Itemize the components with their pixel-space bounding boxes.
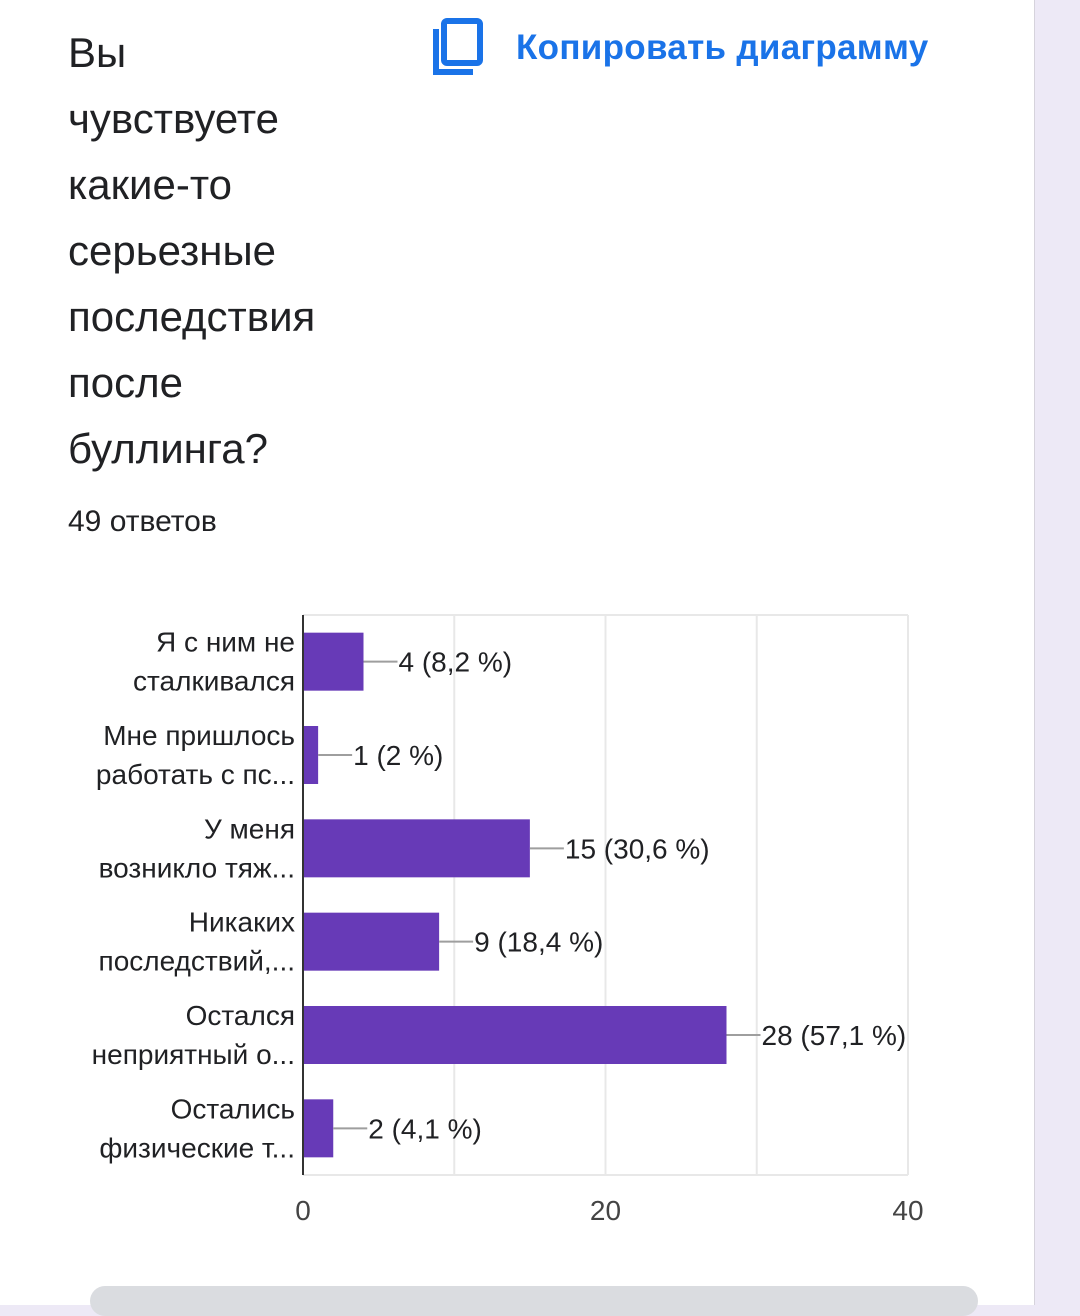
bar (303, 1006, 727, 1064)
copy-chart-button[interactable]: Копировать диаграмму (430, 18, 928, 78)
bar (303, 632, 364, 691)
category-label: Остались (171, 1093, 295, 1124)
category-label: работать с пс... (96, 759, 295, 790)
bar-chart: 4 (8,2 %) Я с ним не сталкивался 1 (2 %) Мне… (92, 614, 924, 1226)
category-label: Никаких (189, 907, 295, 938)
bar (303, 912, 440, 971)
category-label: Остался (186, 1000, 295, 1031)
x-tick-label: 20 (590, 1195, 621, 1226)
category-label: У меня (204, 813, 295, 844)
category-label: сталкивался (133, 666, 295, 697)
question-title: Вы чувствуете какие-то серьезные последс… (68, 29, 316, 472)
bar (303, 1099, 334, 1158)
response-count: 49 ответов (68, 505, 217, 538)
category-label: неприятный о... (92, 1039, 295, 1070)
data-label: 9 (18,4 %) (474, 927, 603, 958)
category-label: Я с ним не (156, 627, 295, 658)
category-label: последствий,... (99, 946, 295, 977)
x-tick-label: 0 (295, 1195, 311, 1226)
bar (303, 726, 319, 784)
data-label: 2 (4,1 %) (368, 1113, 482, 1144)
data-label: 15 (30,6 %) (565, 833, 710, 864)
x-tick-label: 40 (892, 1195, 923, 1226)
copy-icon (433, 18, 483, 75)
copy-chart-label: Копировать диаграмму (516, 28, 929, 67)
category-label: возникло тяж... (99, 852, 295, 883)
data-label: 4 (8,2 %) (399, 647, 513, 678)
horizontal-scrollbar[interactable] (90, 1286, 978, 1316)
data-label: 1 (2 %) (353, 740, 443, 771)
data-label: 28 (57,1 %) (762, 1020, 907, 1051)
chart-card: Вы чувствуете какие-то серьезные последс… (0, 0, 1035, 1316)
category-label: Мне пришлось (103, 720, 295, 751)
category-label: физические т... (99, 1132, 295, 1163)
bar (303, 819, 530, 878)
